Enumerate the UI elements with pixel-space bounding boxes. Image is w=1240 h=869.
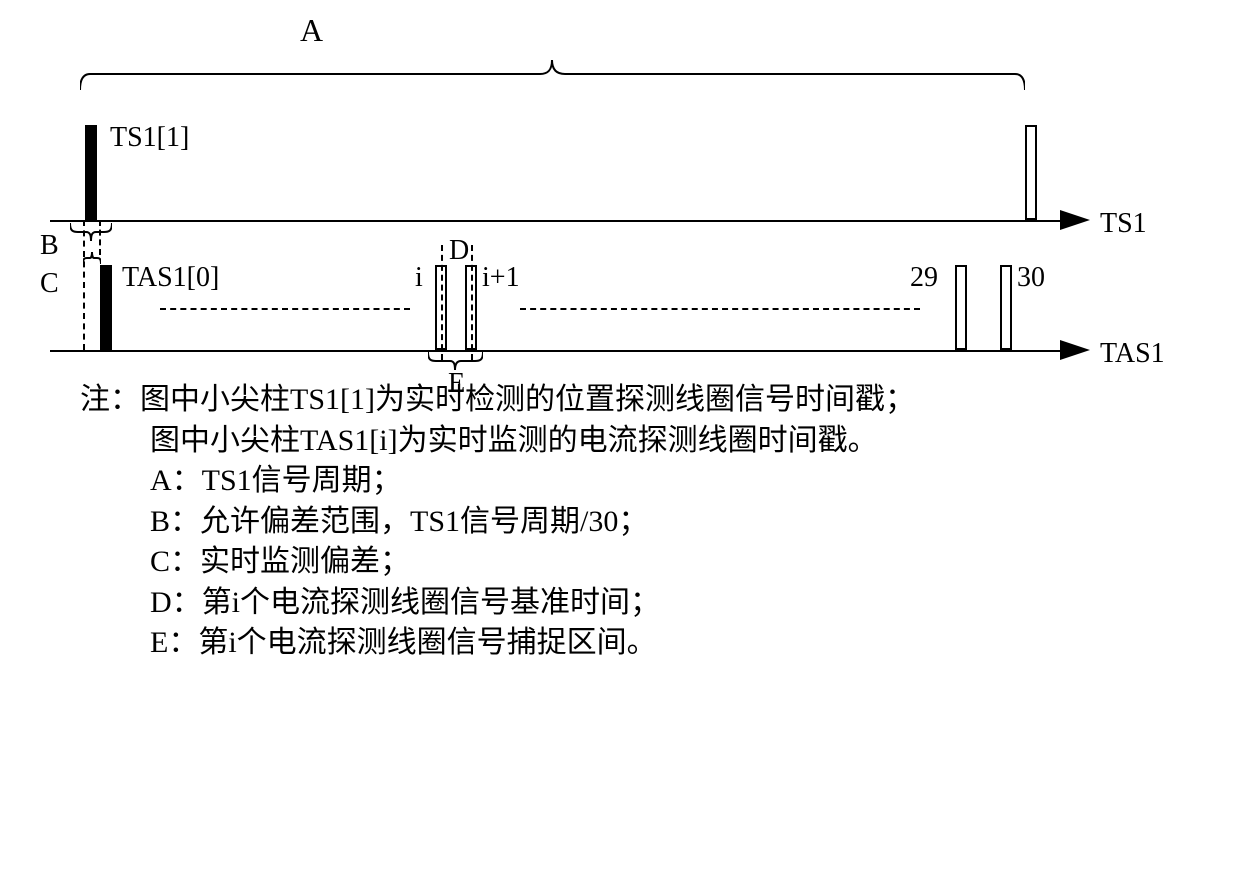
label-29: 29	[910, 262, 938, 294]
label-i: i	[415, 262, 423, 294]
note-B: B：允许偏差范围，TS1信号周期/30；	[150, 502, 1220, 543]
brace-C-icon	[83, 252, 101, 264]
ts1-start-pulse	[85, 125, 97, 220]
dash-D-right	[471, 245, 473, 360]
note-D: D：第i个电流探测线圈信号基准时间；	[150, 583, 1220, 624]
label-E: E	[448, 368, 465, 400]
tas1-axis-label: TAS1	[1100, 338, 1165, 370]
figure-container: A TS1[1] TS1 B C TAS1[0]	[20, 20, 1220, 849]
tas1-pulse-label: TAS1[0]	[122, 262, 219, 294]
label-C: C	[40, 268, 59, 300]
ts1-end-pulse	[1025, 125, 1037, 220]
label-D: D	[449, 235, 469, 267]
notes-block: 注：图中小尖柱TS1[1]为实时检测的位置探测线圈信号时间戳； 图中小尖柱TAS…	[80, 380, 1220, 664]
dash-link-right	[99, 220, 101, 255]
tas1-start-pulse	[100, 265, 112, 350]
note-C: C：实时监测偏差；	[150, 542, 1220, 583]
tas1-axis-arrow-icon	[1060, 340, 1090, 360]
tas1-pulse-29	[955, 265, 967, 350]
timing-diagram: A TS1[1] TS1 B C TAS1[0]	[50, 20, 1150, 360]
brace-A-icon	[80, 50, 1025, 90]
dash-D-left	[441, 245, 443, 360]
note-E: E：第i个电流探测线圈信号捕捉区间。	[150, 623, 1220, 664]
brace-B-icon	[70, 223, 112, 241]
note-line-2: 图中小尖柱TAS1[i]为实时监测的电流探测线圈时间戳。	[150, 421, 1220, 462]
note-line-1-text: 图中小尖柱TS1[1]为实时检测的位置探测线圈信号时间戳；	[140, 383, 915, 416]
label-B: B	[40, 230, 59, 262]
tas1-pulse-30	[1000, 265, 1012, 350]
label-i1: i+1	[482, 262, 520, 294]
note-prefix: 注：	[80, 383, 140, 416]
note-A: A：TS1信号周期；	[150, 461, 1220, 502]
label-30: 30	[1017, 262, 1045, 294]
ts1-axis-arrow-icon	[1060, 210, 1090, 230]
ts1-axis-label: TS1	[1100, 208, 1147, 240]
dash-segment-1	[160, 308, 410, 310]
ts1-axis-line	[50, 220, 1060, 222]
dash-segment-2	[520, 308, 920, 310]
note-line-1: 注：图中小尖柱TS1[1]为实时检测的位置探测线圈信号时间戳；	[80, 380, 1220, 421]
label-A: A	[300, 12, 323, 49]
ts1-pulse-label: TS1[1]	[110, 122, 189, 154]
tas1-axis-line	[50, 350, 1060, 352]
dash-link-left	[83, 220, 85, 350]
